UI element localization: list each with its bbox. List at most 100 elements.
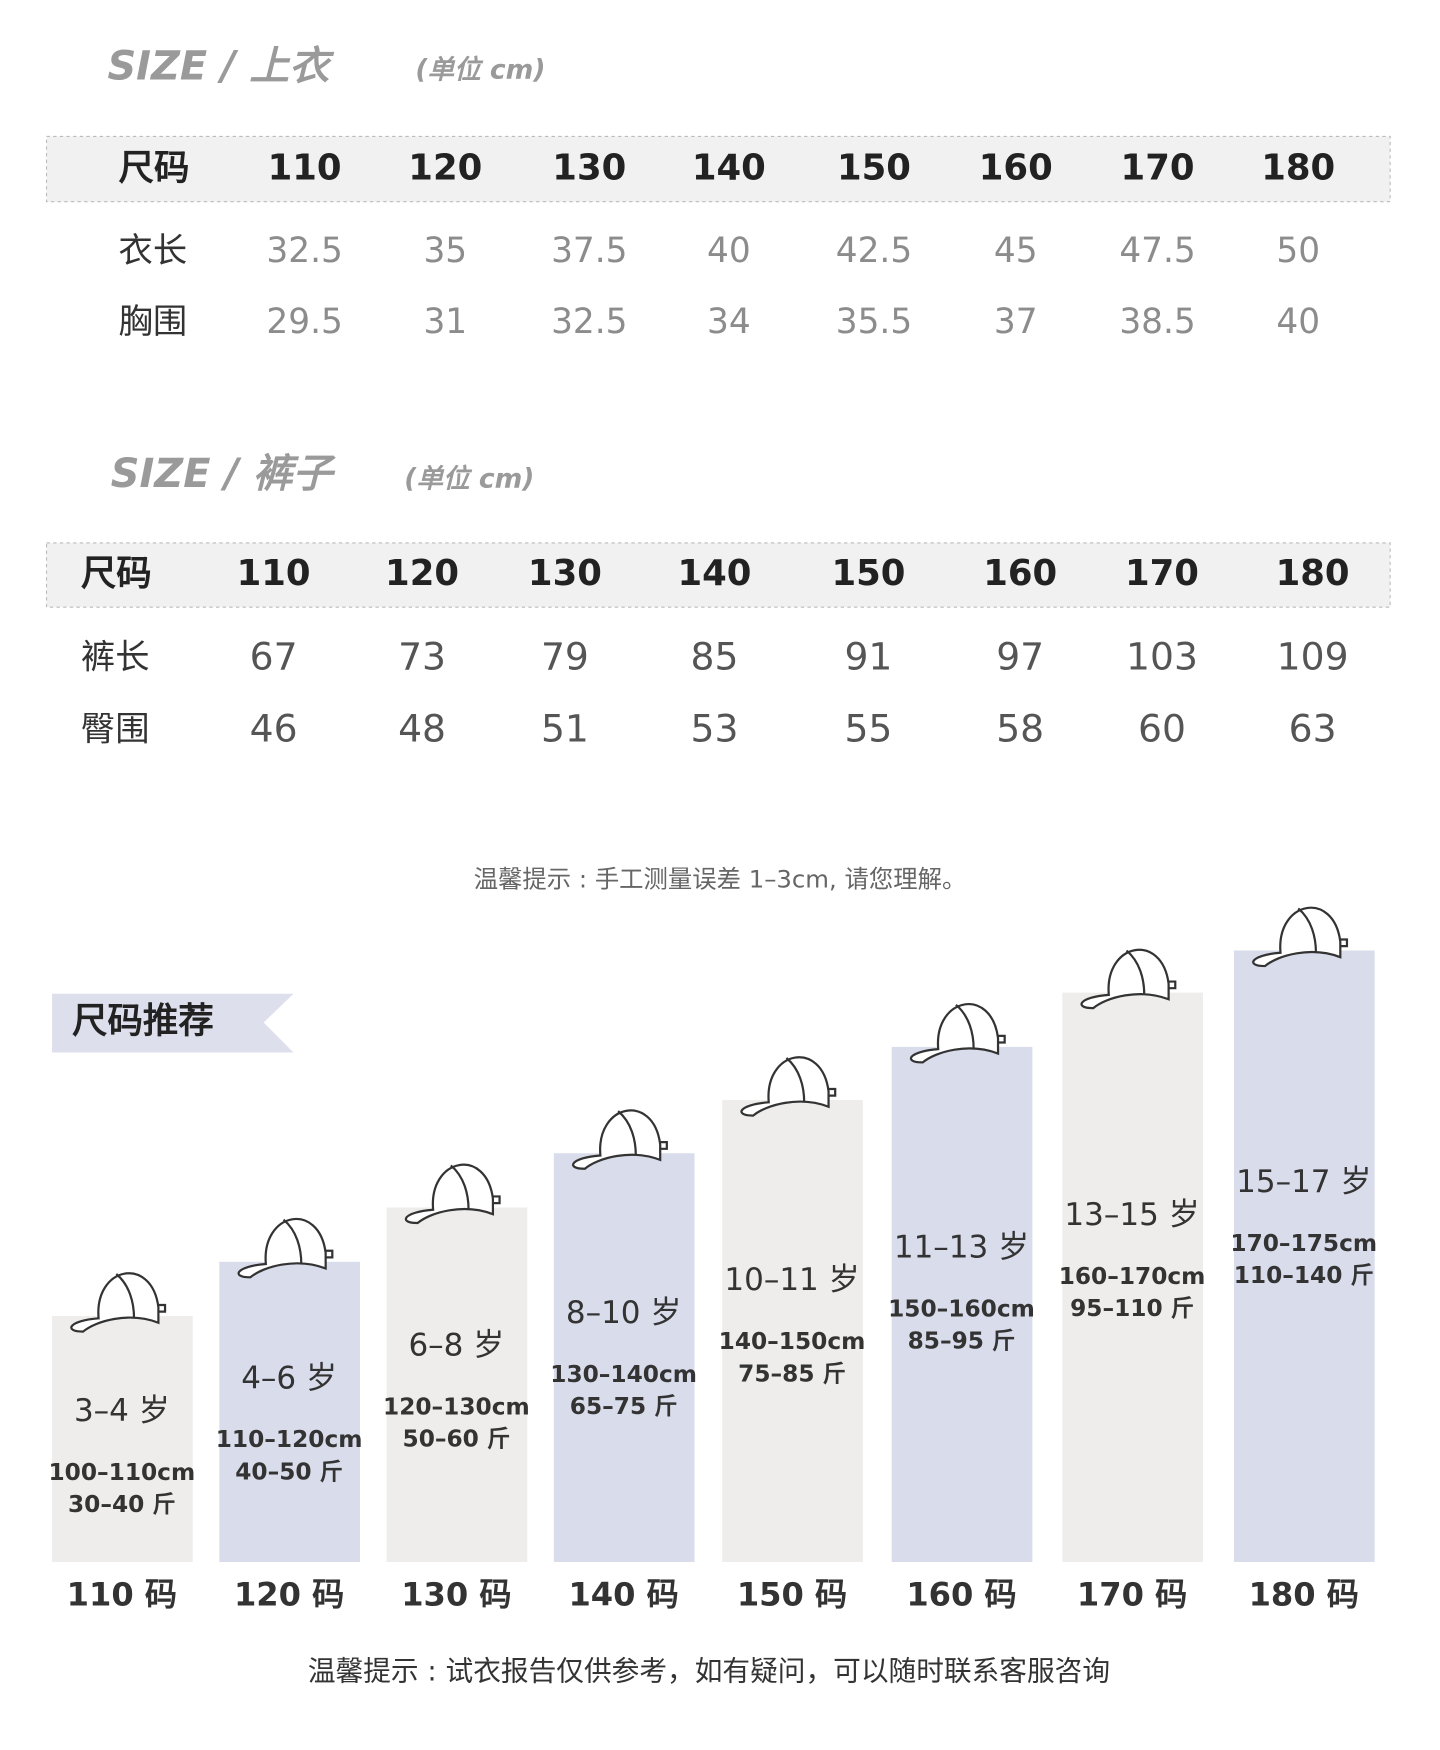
age-range: 13–15 岁 xyxy=(1064,1197,1199,1233)
header-cell: 140 xyxy=(692,148,766,189)
cap-icon xyxy=(450,1164,501,1210)
size-label: 180 码 xyxy=(1249,1575,1359,1613)
weight-range: 65–75 斤 xyxy=(570,1393,678,1420)
size-label: 140 码 xyxy=(568,1575,678,1613)
size-label: 130 码 xyxy=(401,1575,511,1613)
value-cell: 29.5 xyxy=(266,302,342,342)
cap-icon xyxy=(740,1056,830,1117)
value-cell: 40 xyxy=(1276,302,1320,342)
value-cell: 63 xyxy=(1289,707,1337,751)
tag-background xyxy=(52,993,294,1053)
value-cell: 32.5 xyxy=(266,231,342,271)
value-cell: 38.5 xyxy=(1119,302,1195,342)
age-range: 11–13 岁 xyxy=(894,1230,1029,1266)
header-cell: 120 xyxy=(385,553,459,594)
height-range: 150–160cm xyxy=(888,1295,1035,1322)
value-cell: 55 xyxy=(844,707,892,751)
value-cell: 32.5 xyxy=(551,302,627,342)
cap-icon xyxy=(237,1217,327,1279)
value-cell: 40 xyxy=(707,231,751,271)
weight-range: 110–140 斤 xyxy=(1234,1262,1374,1289)
weight-range: 75–85 斤 xyxy=(738,1360,846,1387)
header-cell: 170 xyxy=(1125,553,1199,594)
value-cell: 35.5 xyxy=(836,302,912,342)
age-range: 15–17 岁 xyxy=(1236,1164,1371,1200)
value-cell: 109 xyxy=(1277,635,1349,679)
row-label: 衣长 xyxy=(119,231,188,271)
value-cell: 48 xyxy=(398,707,446,751)
cap-icon xyxy=(282,1218,334,1265)
header-cell: 170 xyxy=(1121,148,1195,189)
value-cell: 58 xyxy=(996,707,1044,751)
tip-note: 温馨提示 : 试衣报告仅供参考，如有疑问，可以随时联系客服咨询 xyxy=(308,1655,1110,1688)
value-cell: 60 xyxy=(1138,707,1186,751)
header-band xyxy=(45,135,1391,203)
value-cell: 31 xyxy=(423,302,467,342)
size-label: 170 码 xyxy=(1077,1575,1187,1613)
age-range: 4–6 岁 xyxy=(241,1360,337,1396)
size-column xyxy=(52,1316,193,1562)
row-label: 臀围 xyxy=(81,710,150,750)
cap-icon xyxy=(955,1003,1006,1050)
value-cell: 67 xyxy=(250,635,298,679)
weight-range: 95–110 斤 xyxy=(1070,1295,1194,1322)
tip-note: 温馨提示 : 手工测量误差 1–3cm, 请您理解。 xyxy=(474,865,967,894)
age-range: 6–8 岁 xyxy=(408,1328,504,1364)
size-column xyxy=(219,1261,360,1562)
row-label: 胸围 xyxy=(119,302,188,342)
header-label: 尺码 xyxy=(81,553,152,594)
cap-icon xyxy=(1252,906,1342,968)
header-cell: 110 xyxy=(237,553,311,594)
value-cell: 53 xyxy=(691,707,739,751)
cap-icon xyxy=(1297,907,1349,953)
weight-range: 85–95 斤 xyxy=(908,1328,1016,1355)
cap-icon xyxy=(1125,949,1177,995)
value-cell: 45 xyxy=(994,231,1038,271)
value-cell: 50 xyxy=(1276,231,1320,271)
cap-icon xyxy=(70,1272,160,1333)
header-cell: 140 xyxy=(677,553,751,594)
header-cell: 130 xyxy=(552,148,626,189)
cap-icon xyxy=(909,1003,1000,1064)
value-cell: 85 xyxy=(691,635,739,679)
height-range: 140–150cm xyxy=(719,1328,866,1355)
size-column xyxy=(386,1207,528,1562)
value-cell: 46 xyxy=(250,707,298,751)
cap-icon xyxy=(404,1163,495,1225)
recommend-title: 尺码推荐 xyxy=(72,1001,214,1042)
header-cell: 180 xyxy=(1276,553,1350,594)
value-cell: 47.5 xyxy=(1119,231,1195,271)
age-range: 3–4 岁 xyxy=(74,1393,170,1429)
cap-icon xyxy=(572,1109,662,1170)
size-label: 160 码 xyxy=(906,1575,1016,1613)
weight-range: 40–50 斤 xyxy=(235,1458,343,1485)
section-title: SIZE / 上衣 xyxy=(107,43,335,89)
header-cell: 120 xyxy=(408,148,482,189)
value-cell: 97 xyxy=(996,635,1044,679)
weight-range: 50–60 斤 xyxy=(403,1426,511,1453)
unit-note: (单位 cm) xyxy=(415,55,545,86)
age-range: 8–10 岁 xyxy=(566,1295,682,1331)
height-range: 100–110cm xyxy=(48,1459,195,1486)
header-cell: 150 xyxy=(831,553,905,594)
size-column xyxy=(891,1046,1033,1562)
header-cell: 150 xyxy=(837,148,911,189)
size-label: 150 码 xyxy=(737,1575,847,1613)
header-label: 尺码 xyxy=(119,148,190,189)
value-cell: 42.5 xyxy=(836,231,912,271)
header-cell: 160 xyxy=(983,553,1057,594)
size-label: 110 码 xyxy=(67,1575,177,1613)
cap-icon xyxy=(1080,948,1170,1010)
section-title: SIZE / 裤子 xyxy=(111,451,337,497)
value-cell: 91 xyxy=(844,635,892,679)
weight-range: 30–40 斤 xyxy=(68,1491,176,1518)
size-column xyxy=(553,1153,695,1562)
header-cell: 180 xyxy=(1261,148,1335,189)
height-range: 130–140cm xyxy=(550,1361,697,1388)
height-range: 110–120cm xyxy=(216,1426,363,1453)
cap-icon xyxy=(785,1057,837,1103)
value-cell: 37.5 xyxy=(551,231,627,271)
size-column xyxy=(722,1100,863,1562)
